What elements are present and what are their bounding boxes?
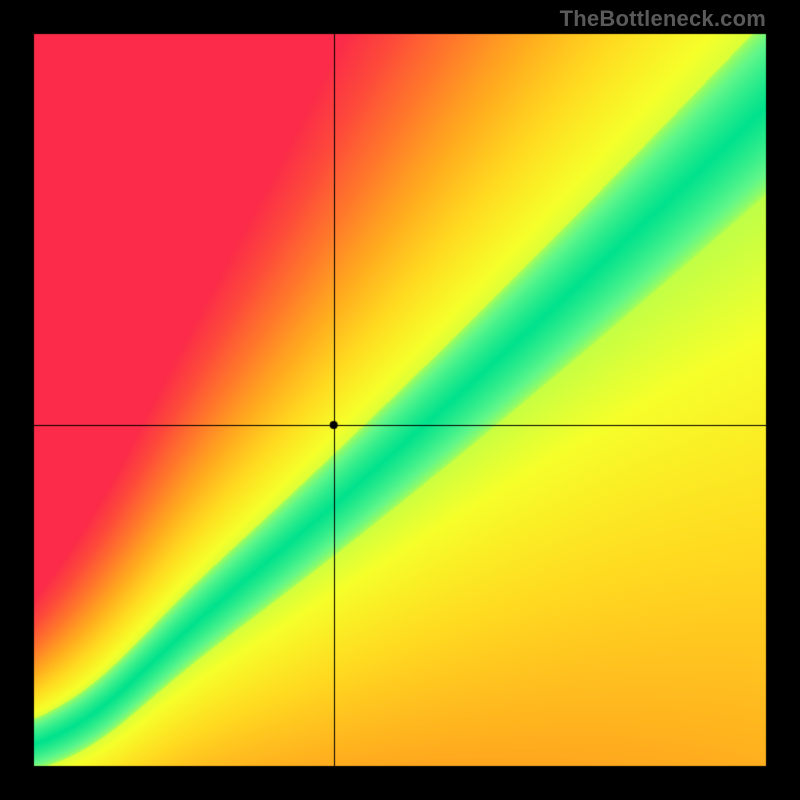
heatmap-canvas [0,0,800,800]
watermark-text: TheBottleneck.com [560,6,766,32]
chart-container: TheBottleneck.com [0,0,800,800]
